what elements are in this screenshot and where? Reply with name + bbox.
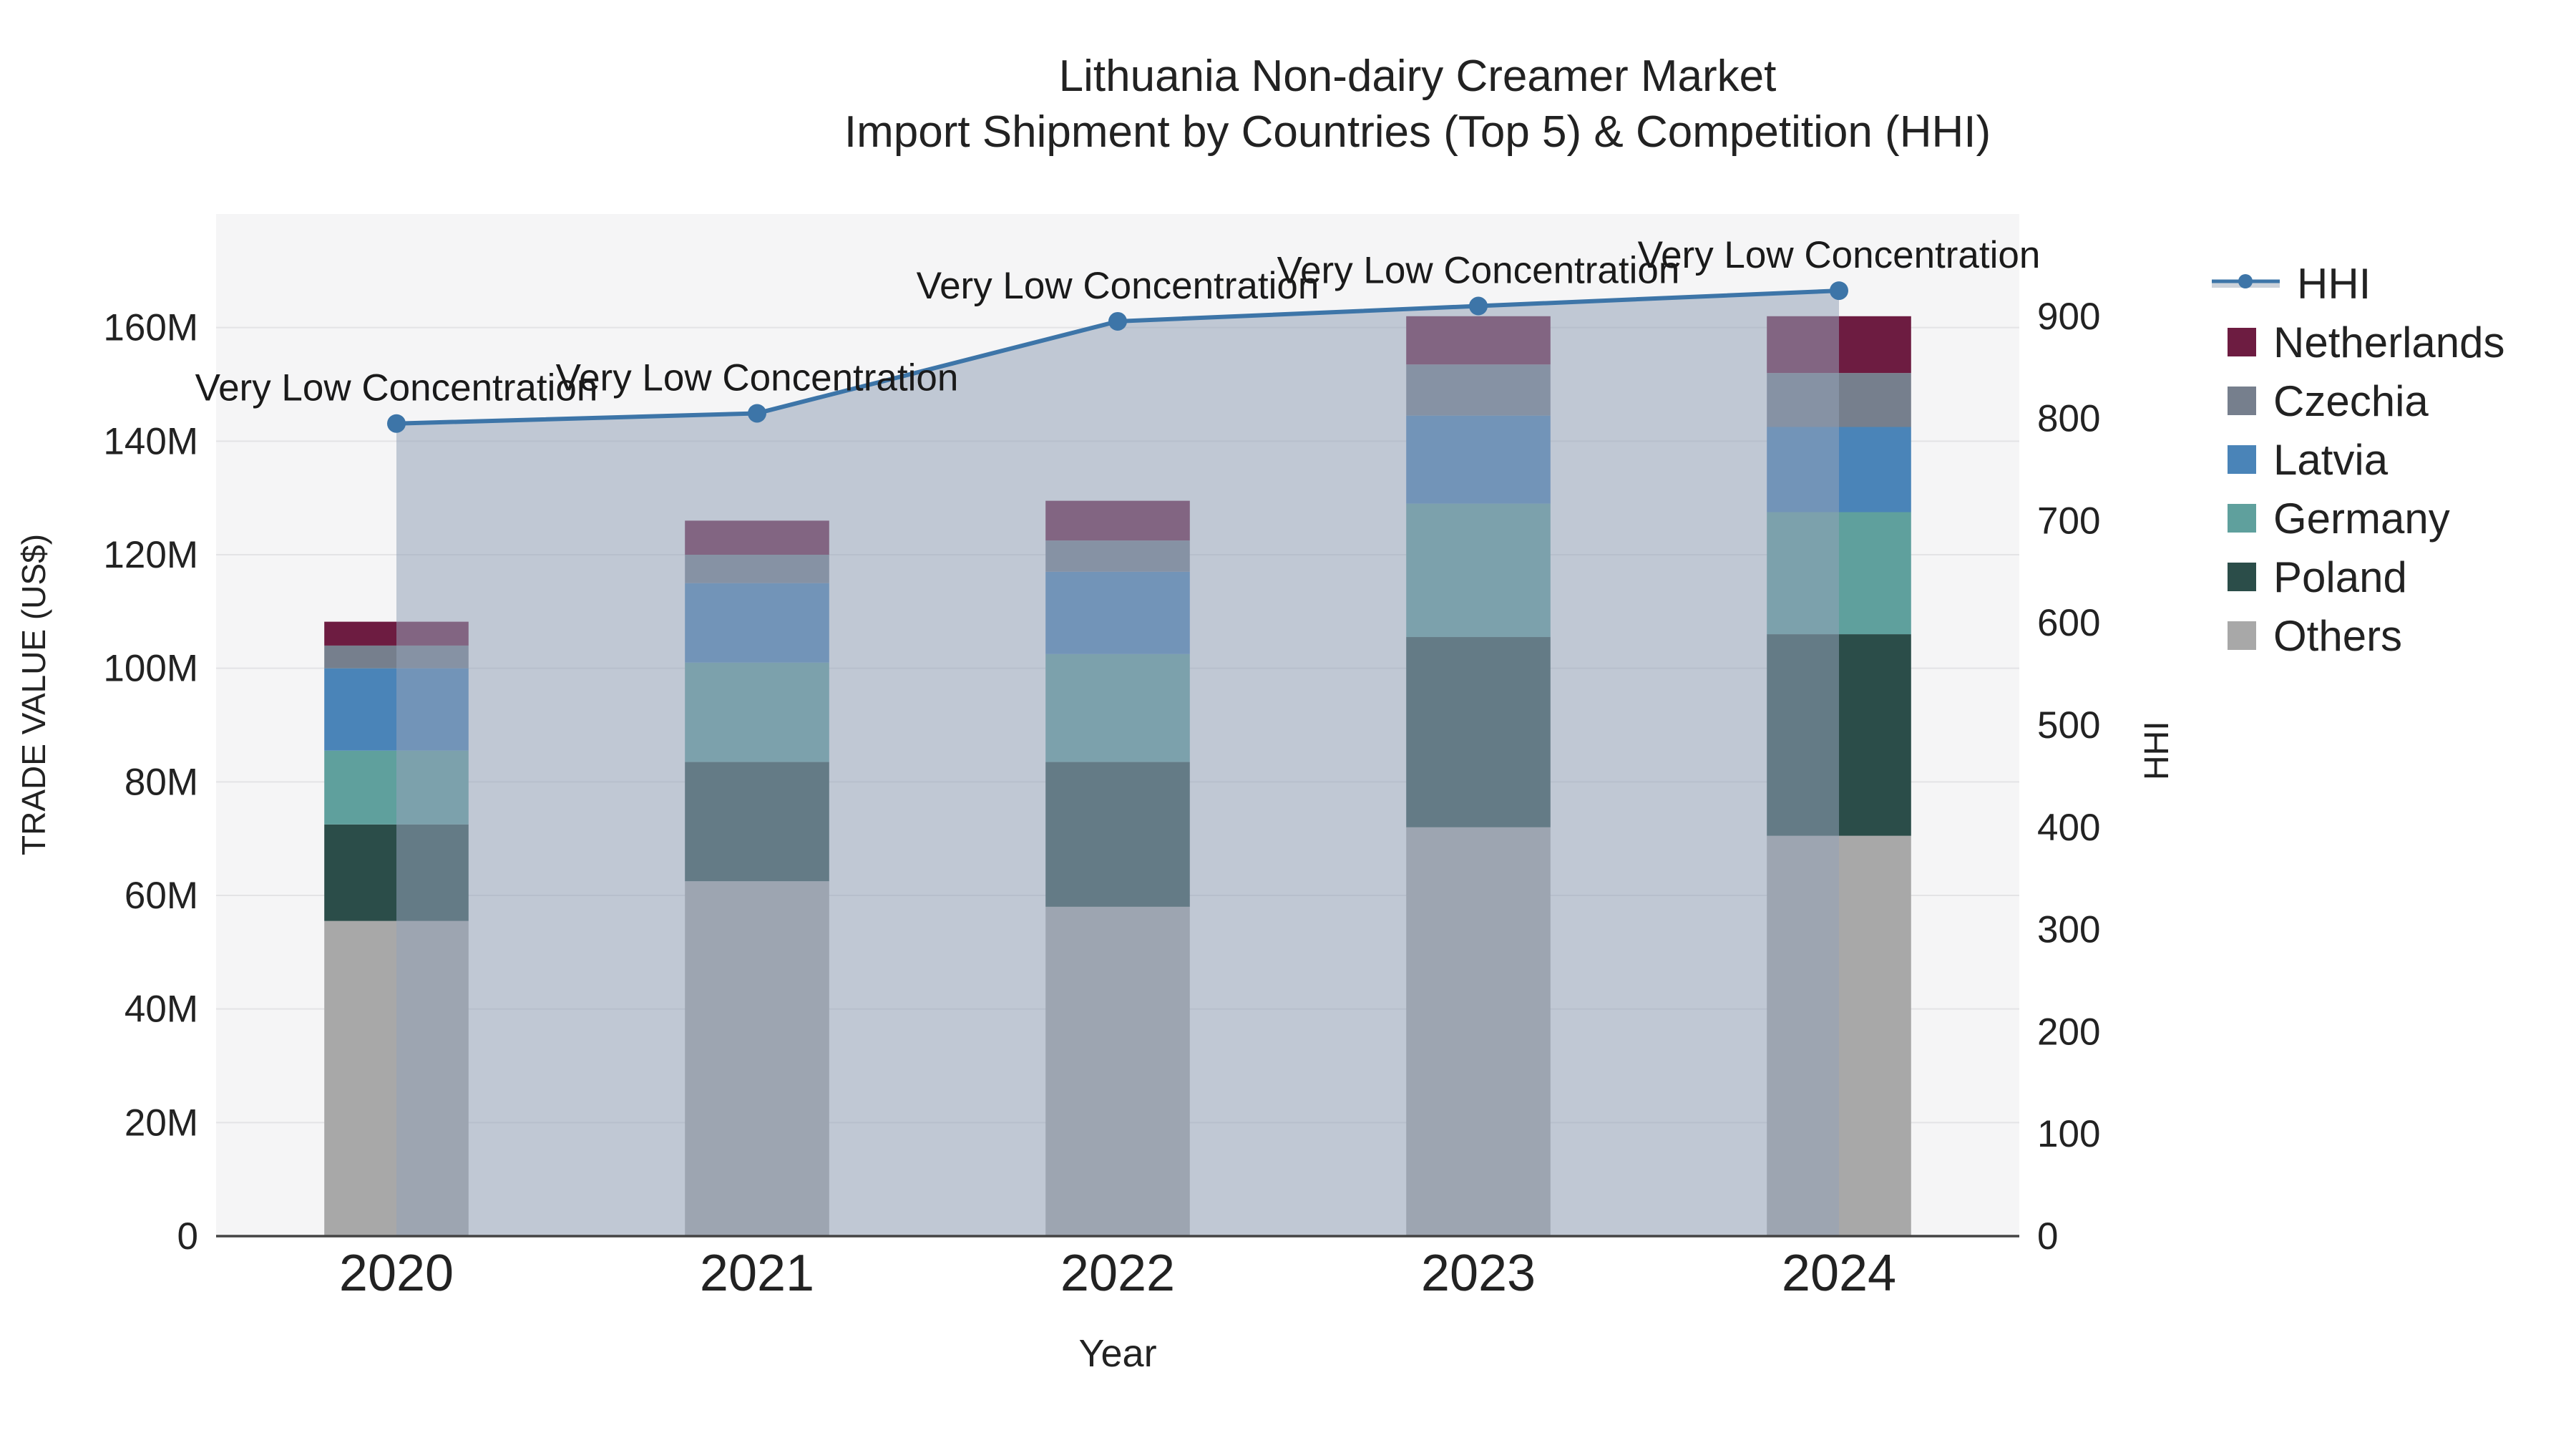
svg-text:20M: 20M [125,1102,198,1144]
svg-text:40M: 40M [125,988,198,1031]
svg-text:0: 0 [2037,1215,2058,1258]
svg-text:80M: 80M [125,761,198,803]
svg-text:800: 800 [2037,398,2100,440]
svg-text:Very Low Concentration: Very Low Concentration [1277,250,1680,292]
svg-text:2024: 2024 [1782,1245,1896,1302]
svg-text:700: 700 [2037,500,2100,542]
svg-text:2022: 2022 [1060,1245,1175,1302]
svg-text:500: 500 [2037,704,2100,747]
svg-text:2020: 2020 [339,1245,454,1302]
svg-text:300: 300 [2037,909,2100,951]
svg-text:400: 400 [2037,807,2100,849]
svg-text:600: 600 [2037,602,2100,644]
svg-text:120M: 120M [103,534,198,576]
svg-text:Very Low Concentration: Very Low Concentration [917,265,1319,307]
svg-text:2023: 2023 [1421,1245,1536,1302]
svg-text:100M: 100M [103,648,198,690]
svg-text:Very Low Concentration: Very Low Concentration [195,367,598,409]
svg-text:0: 0 [177,1215,198,1258]
svg-text:Very Low Concentration: Very Low Concentration [556,356,959,399]
svg-text:140M: 140M [103,420,198,462]
svg-text:100: 100 [2037,1113,2100,1155]
svg-text:Very Low Concentration: Very Low Concentration [1638,234,2041,276]
svg-text:200: 200 [2037,1011,2100,1053]
svg-text:160M: 160M [103,307,198,349]
svg-text:900: 900 [2037,296,2100,338]
svg-text:2021: 2021 [700,1245,814,1302]
svg-text:60M: 60M [125,875,198,917]
